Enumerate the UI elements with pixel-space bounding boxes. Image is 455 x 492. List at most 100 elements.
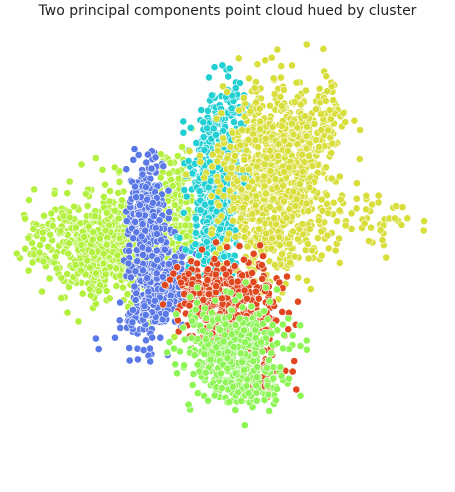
data-point	[131, 267, 140, 276]
data-point	[83, 256, 92, 265]
data-point	[238, 358, 246, 367]
data-point	[238, 271, 247, 280]
data-point	[324, 244, 333, 253]
data-point	[296, 341, 305, 350]
data-point	[289, 130, 298, 139]
data-point	[204, 396, 212, 405]
data-point	[298, 150, 307, 159]
data-point	[186, 292, 194, 301]
data-point	[173, 167, 182, 176]
data-point	[161, 309, 170, 318]
data-point	[122, 165, 131, 174]
data-point	[229, 382, 237, 391]
data-point	[312, 105, 320, 114]
data-point	[292, 385, 301, 394]
data-point	[260, 396, 269, 404]
data-point	[240, 286, 249, 295]
data-point	[258, 274, 267, 283]
data-point	[247, 302, 256, 311]
data-point	[223, 364, 232, 373]
data-point	[364, 237, 373, 245]
data-point	[28, 258, 37, 267]
data-point	[199, 326, 207, 335]
data-point	[236, 141, 245, 150]
data-point	[188, 317, 196, 326]
data-point	[190, 351, 199, 360]
data-point	[91, 212, 100, 220]
data-point	[285, 374, 293, 383]
data-point	[223, 243, 231, 251]
data-point	[252, 381, 261, 390]
data-point	[168, 181, 177, 190]
data-point	[239, 203, 248, 212]
data-point	[249, 249, 258, 258]
data-point	[277, 62, 286, 70]
data-point	[293, 123, 302, 132]
data-point	[178, 142, 186, 151]
data-point	[234, 388, 242, 397]
data-point	[255, 216, 264, 225]
data-point	[317, 251, 326, 260]
data-point	[92, 334, 100, 343]
data-point	[321, 97, 330, 105]
data-point	[160, 245, 169, 254]
data-point	[252, 396, 261, 405]
data-point	[141, 183, 150, 191]
data-point	[253, 363, 262, 371]
data-point	[170, 344, 178, 353]
data-point	[280, 136, 289, 145]
data-point	[157, 236, 165, 244]
data-point	[202, 314, 211, 322]
data-point	[215, 201, 223, 210]
data-point	[291, 202, 300, 210]
data-point	[180, 361, 188, 370]
data-point	[152, 246, 161, 255]
data-point	[191, 214, 200, 223]
data-point	[226, 142, 235, 151]
series-2	[92, 145, 205, 366]
data-point	[57, 273, 66, 282]
data-point	[99, 249, 108, 258]
data-point	[175, 233, 184, 242]
data-point	[99, 259, 108, 268]
data-point	[132, 289, 141, 298]
data-point	[251, 287, 260, 296]
data-point	[249, 278, 258, 286]
data-point	[317, 110, 325, 118]
data-point	[301, 112, 310, 121]
data-point	[86, 291, 95, 300]
data-point	[254, 294, 263, 303]
data-point	[315, 143, 323, 151]
data-point	[224, 72, 233, 81]
data-point	[302, 276, 311, 285]
data-point	[65, 239, 73, 248]
data-point	[179, 128, 188, 137]
data-point	[210, 391, 219, 400]
data-point	[347, 209, 356, 218]
data-point	[208, 162, 217, 171]
data-point	[77, 240, 86, 249]
data-point	[362, 205, 370, 214]
data-point	[126, 273, 135, 282]
data-point	[211, 270, 220, 279]
data-point	[134, 210, 143, 219]
data-point	[314, 216, 323, 225]
data-point	[256, 117, 265, 126]
data-point	[223, 154, 232, 163]
data-point	[188, 169, 197, 178]
data-point	[199, 118, 208, 127]
data-point	[221, 320, 230, 329]
data-point	[51, 252, 60, 261]
data-point	[352, 204, 361, 213]
data-point	[184, 269, 193, 278]
data-point	[102, 240, 111, 249]
data-point	[74, 317, 83, 326]
data-point	[212, 114, 221, 123]
data-point	[225, 64, 234, 73]
data-point	[219, 337, 228, 346]
data-point	[325, 106, 334, 114]
data-point	[276, 363, 285, 372]
data-point	[52, 264, 61, 273]
data-point	[76, 266, 85, 275]
data-point	[317, 126, 326, 134]
